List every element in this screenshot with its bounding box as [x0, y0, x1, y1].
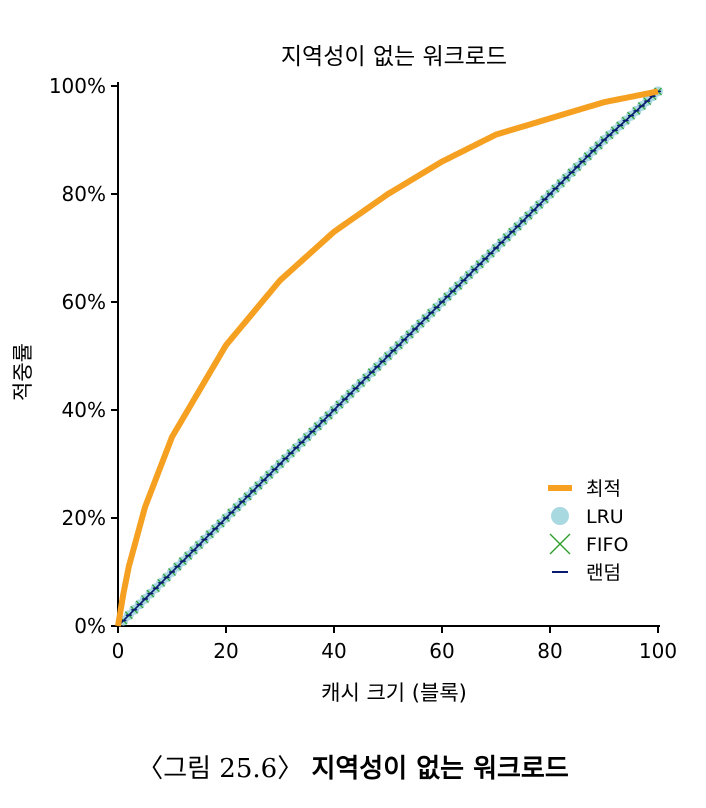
x-tick-label: 60 [429, 639, 454, 663]
legend-swatch [549, 533, 571, 555]
y-axis-ticks: 0% 20% 40% 60% 80% 100% [49, 74, 118, 638]
x-axis-ticks: 0 20 40 60 80 100 [112, 626, 677, 663]
x-tick-label: 20 [213, 639, 238, 663]
x-tick-label: 80 [537, 639, 562, 663]
legend-swatch [551, 507, 569, 525]
y-tick-label: 100% [49, 74, 106, 98]
legend: 최적 LRU FIFO 랜덤 [548, 478, 628, 584]
x-tick-label: 0 [112, 639, 125, 663]
legend-item: FIFO [549, 533, 628, 556]
legend-item: 랜덤 [552, 562, 621, 584]
y-tick-label: 40% [62, 398, 106, 422]
x-tick-label: 100 [639, 639, 677, 663]
caption-prefix: 〈그림 25.6〉 [137, 754, 304, 784]
y-tick-label: 20% [62, 506, 106, 530]
legend-item: LRU [551, 506, 624, 528]
y-tick-label: 60% [62, 290, 106, 314]
optimal-line [115, 88, 659, 627]
legend-label: FIFO [586, 534, 628, 556]
y-axis-title: 적중률 [11, 343, 35, 401]
legend-label: 최적 [586, 478, 621, 500]
legend-label: LRU [586, 506, 624, 528]
chart-title: 지역성이 없는 워크로드 [281, 44, 507, 70]
figure-caption: 〈그림 25.6〉 지역성이 없는 워크로드 [0, 748, 706, 785]
chart: 지역성이 없는 워크로드 0% 20% 40% 60% 80% 100% 0 20 40 60 8… [11, 44, 677, 705]
axes [117, 82, 660, 627]
y-tick-label: 80% [62, 182, 106, 206]
series-thick-line [115, 88, 659, 627]
x-axis-title: 캐시 크기 (블록) [321, 681, 467, 705]
legend-label: 랜덤 [586, 562, 621, 584]
legend-item: 최적 [548, 478, 621, 500]
x-tick-label: 40 [321, 639, 346, 663]
plot-area [115, 86, 663, 627]
y-tick-label: 0% [74, 614, 106, 638]
caption-text: 지역성이 없는 워크로드 [311, 754, 569, 784]
